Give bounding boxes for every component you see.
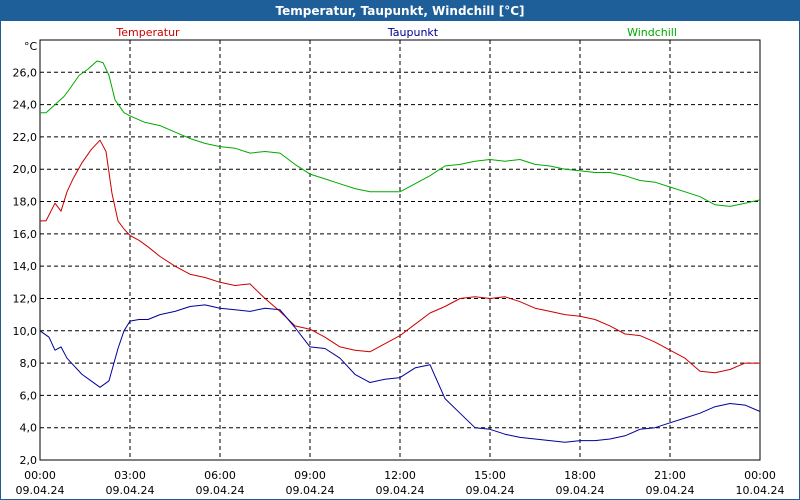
x-tick-date-label: 10.04.24 [736,484,785,497]
x-tick-date-label: 09.04.24 [16,484,65,497]
x-tick-time-label: 12:00 [384,469,416,482]
x-tick-date-label: 09.04.24 [286,484,335,497]
plot-area-border [39,39,761,461]
grid [40,40,760,461]
y-tick-label: 24,0 [13,99,38,112]
y-tick-label: 6,0 [20,389,38,402]
x-tick-date-label: 09.04.24 [556,484,605,497]
x-tick-time-label: 09:00 [294,469,326,482]
y-tick-label: 4,0 [20,422,38,435]
y-tick-label: 12,0 [13,292,38,305]
y-tick-label: 10,0 [13,325,38,338]
x-tick-date-label: 09.04.24 [466,484,515,497]
x-tick-time-label: 06:00 [204,469,236,482]
series-line-windchill [40,60,761,207]
series [39,60,761,443]
legend-entry-temperatur: Temperatur [115,26,180,39]
x-tick-date-label: 09.04.24 [196,484,245,497]
legend: Temperatur Taupunkt Windchill [115,26,677,39]
x-tick-date-label: 09.04.24 [376,484,425,497]
legend-entry-windchill: Windchill [627,26,677,39]
y-tick-label: 18,0 [13,196,38,209]
axes: 2,0 4,0 6,0 8,0 10,0 12,0 14,0 16,0 18,0 20,0 22,0… [13,66,785,497]
x-tick-date-label: 09.04.24 [646,484,695,497]
y-tick-label: 16,0 [13,228,38,241]
legend-entry-taupunkt: Taupunkt [387,26,439,39]
chart-title: Temperatur, Taupunkt, Windchill [°C] [1,1,799,21]
y-tick-label: 2,0 [20,454,38,467]
series-line-taupunkt [39,304,761,443]
x-tick-date-label: 09.04.24 [106,484,155,497]
x-tick-time-label: 18:00 [564,469,596,482]
y-tick-label: 14,0 [13,260,38,273]
y-tick-label: 8,0 [20,357,38,370]
y-axis-unit-label: °C [24,40,38,53]
y-tick-label: 26,0 [13,66,38,79]
x-tick-time-label: 00:00 [24,469,56,482]
x-tick-time-label: 00:00 [744,469,776,482]
x-tick-time-label: 21:00 [654,469,686,482]
y-tick-label: 22,0 [13,131,38,144]
x-tick-time-label: 15:00 [474,469,506,482]
y-tick-label: 20,0 [13,163,38,176]
series-line-temperatur [40,139,760,374]
x-tick-time-label: 03:00 [114,469,146,482]
